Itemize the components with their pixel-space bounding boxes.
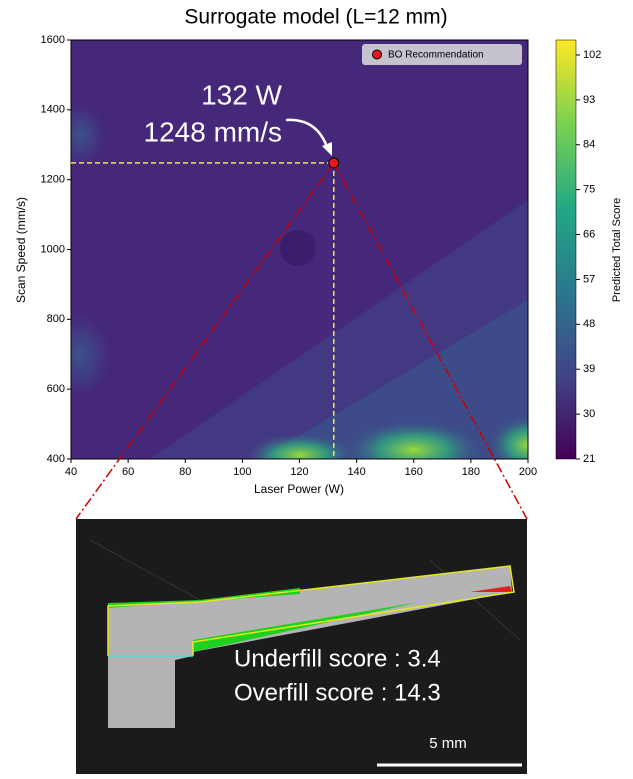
point [329,158,339,168]
y-tick-label: 1400 [41,104,65,116]
y-tick-label: 800 [47,313,65,325]
x-tick-label: 180 [462,466,480,478]
colorbar-tick-label: 102 [583,49,601,61]
x-tick-label: 140 [347,466,365,478]
x-tick-label: 200 [519,466,537,478]
colorbar-tick-label: 48 [583,318,595,330]
x-tick-label: 80 [179,466,191,478]
underfill-score: Underfill score : 3.4 [234,645,441,672]
legend-marker [373,50,382,59]
page: Surrogate model (L=12 mm) Laser Power (W… [0,0,633,774]
x-tick-label: 160 [405,466,423,478]
y-tick-label: 1200 [41,174,65,186]
x-tick-label: 120 [290,466,308,478]
x-tick-label: 60 [122,466,134,478]
x-axis-label: Laser Power (W) [254,482,344,496]
colorbar [556,40,576,459]
y-tick-label: 1000 [41,243,65,255]
colorbar-tick-label: 75 [583,184,595,196]
colorbar-tick-label: 39 [583,363,595,375]
contour-field [50,40,568,480]
y-tick-label: 1600 [41,34,65,46]
colorbar-tick-label: 84 [583,139,595,151]
y-axis-label: Scan Speed (mm/s) [14,197,28,303]
annotation: 1248 mm/s [144,116,283,147]
colorbar-tick-label: 66 [583,228,595,240]
x-tick-label: 100 [233,466,251,478]
y-tick-label: 400 [47,453,65,465]
colorbar-tick-label: 57 [583,273,595,285]
colorbar-label: Predicted Total Score [611,198,623,302]
y-tick-label: 600 [47,383,65,395]
colorbar-tick-label: 30 [583,408,595,420]
legend-label: BO Recommendation [388,50,484,61]
x-tick-label: 40 [65,466,77,478]
overfill-score: Overfill score : 14.3 [234,679,441,706]
scale-bar-label: 5 mm [429,735,467,752]
colorbar-tick-label: 21 [583,453,595,465]
chart-title: Surrogate model (L=12 mm) [184,6,447,29]
colorbar-tick-label: 93 [583,94,595,106]
annotation: 132 W [201,79,282,110]
